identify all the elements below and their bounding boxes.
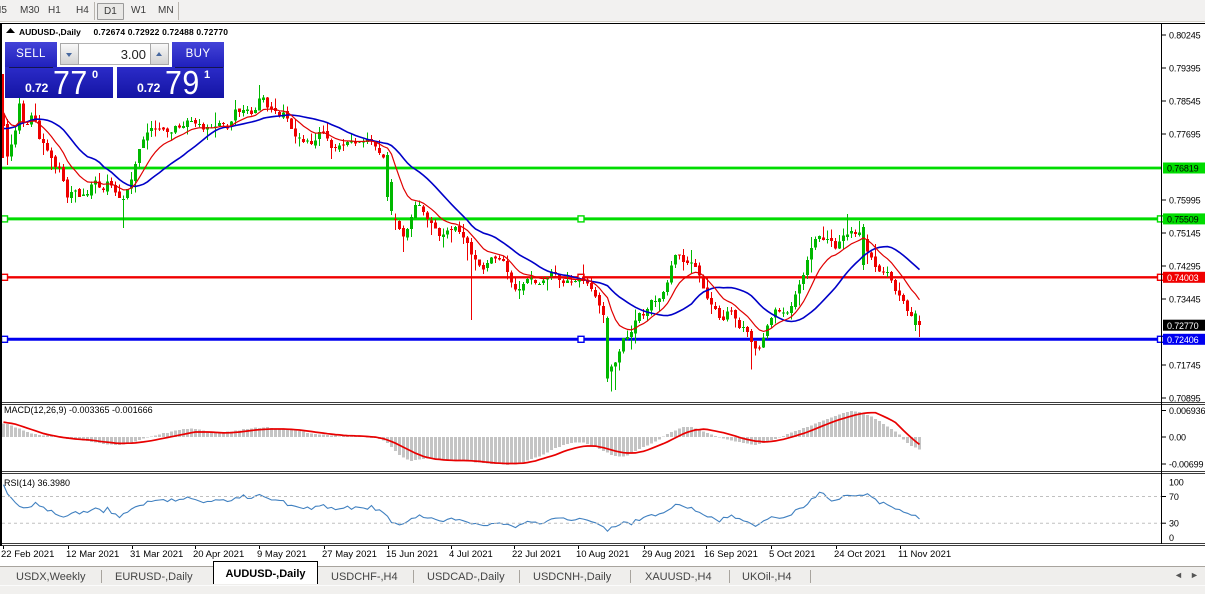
- svg-text:0.72770: 0.72770: [1167, 321, 1199, 331]
- svg-text:0.75509: 0.75509: [1167, 215, 1199, 225]
- svg-text:9 May 2021: 9 May 2021: [257, 549, 307, 560]
- svg-text:AUDUSD-,Daily: AUDUSD-,Daily: [19, 27, 81, 37]
- svg-text:0.75995: 0.75995: [1169, 196, 1201, 206]
- svg-text:0.74003: 0.74003: [1167, 273, 1199, 283]
- svg-text:0.72674 0.72922 0.72488 0.7277: 0.72674 0.72922 0.72488 0.72770: [94, 27, 229, 37]
- svg-text:-0.00699: -0.00699: [1169, 460, 1203, 470]
- svg-text:0.75145: 0.75145: [1169, 229, 1201, 239]
- svg-text:0.78545: 0.78545: [1169, 97, 1201, 107]
- svg-text:100: 100: [1169, 478, 1184, 488]
- svg-text:31 Mar 2021: 31 Mar 2021: [130, 549, 183, 560]
- svg-text:30: 30: [1169, 519, 1179, 529]
- svg-text:0.79395: 0.79395: [1169, 64, 1201, 74]
- svg-text:27 May 2021: 27 May 2021: [322, 549, 377, 560]
- svg-text:22 Feb 2021: 22 Feb 2021: [1, 549, 54, 560]
- svg-text:RSI(14) 36.3980: RSI(14) 36.3980: [4, 478, 70, 488]
- svg-text:0.77695: 0.77695: [1169, 130, 1201, 140]
- svg-text:4 Jul 2021: 4 Jul 2021: [449, 549, 493, 560]
- svg-text:0.76819: 0.76819: [1167, 164, 1199, 174]
- svg-text:16 Sep 2021: 16 Sep 2021: [704, 549, 758, 560]
- svg-text:0.73445: 0.73445: [1169, 295, 1201, 305]
- svg-text:11 Nov 2021: 11 Nov 2021: [898, 549, 951, 560]
- svg-text:0: 0: [1169, 533, 1174, 543]
- svg-text:0.71745: 0.71745: [1169, 361, 1201, 371]
- svg-text:70: 70: [1169, 492, 1179, 502]
- svg-text:20 Apr 2021: 20 Apr 2021: [193, 549, 244, 560]
- svg-text:0.70895: 0.70895: [1169, 394, 1201, 404]
- svg-text:0.80245: 0.80245: [1169, 31, 1201, 41]
- svg-text:MACD(12,26,9) -0.003365 -0.001: MACD(12,26,9) -0.003365 -0.001666: [4, 405, 153, 415]
- svg-text:10 Aug 2021: 10 Aug 2021: [576, 549, 629, 560]
- svg-text:5 Oct 2021: 5 Oct 2021: [769, 549, 815, 560]
- svg-text:29 Aug 2021: 29 Aug 2021: [642, 549, 695, 560]
- svg-text:12 Mar 2021: 12 Mar 2021: [66, 549, 119, 560]
- svg-text:15 Jun 2021: 15 Jun 2021: [386, 549, 438, 560]
- svg-text:22 Jul 2021: 22 Jul 2021: [512, 549, 561, 560]
- svg-text:0.00: 0.00: [1169, 433, 1186, 443]
- svg-text:24 Oct 2021: 24 Oct 2021: [834, 549, 886, 560]
- svg-text:0.72406: 0.72406: [1167, 335, 1199, 345]
- svg-text:0.74295: 0.74295: [1169, 262, 1201, 272]
- svg-text:0.006936: 0.006936: [1169, 406, 1205, 416]
